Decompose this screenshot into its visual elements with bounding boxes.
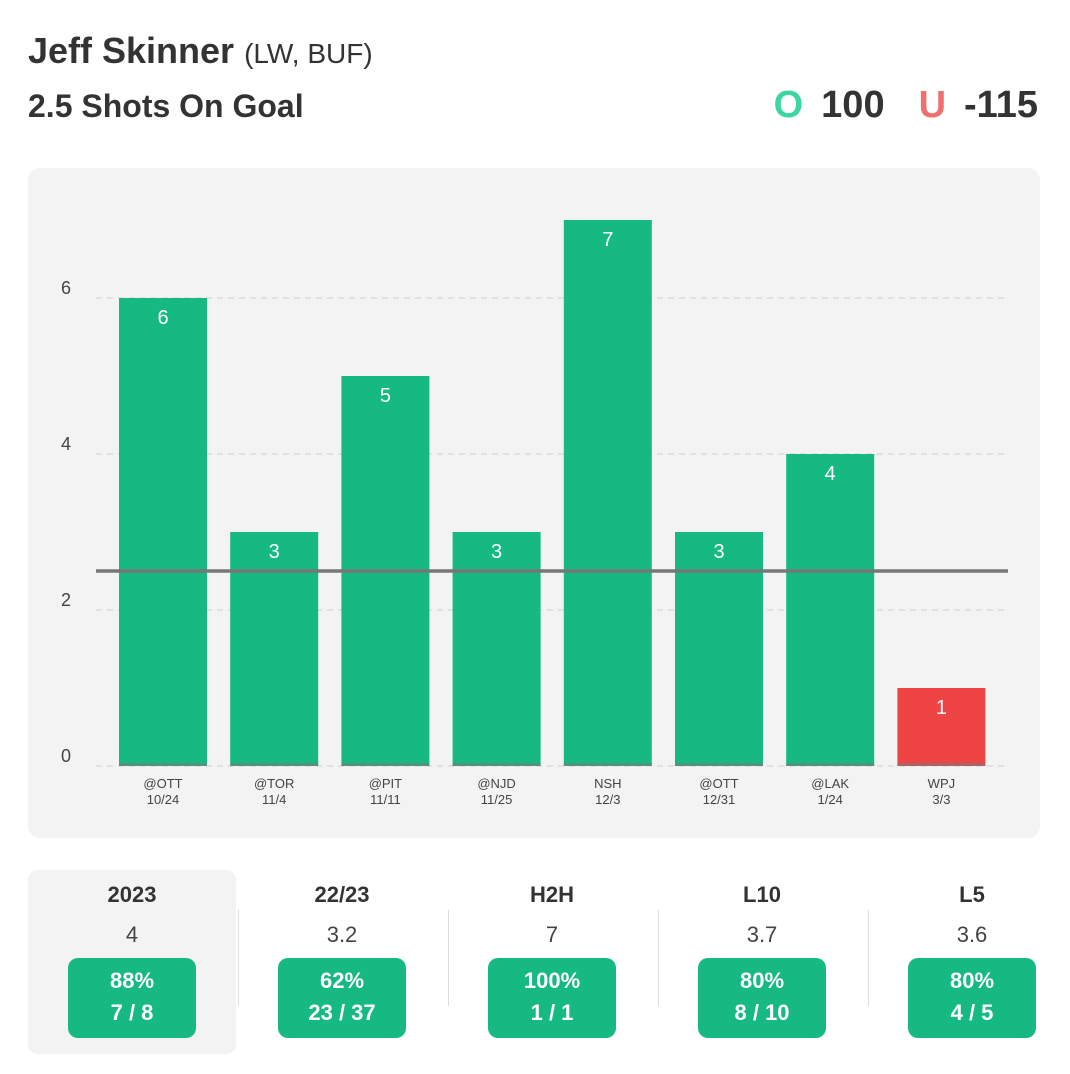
stat-average: 7 xyxy=(545,922,559,947)
y-tick-label: 0 xyxy=(61,746,71,766)
stat-divider xyxy=(448,910,449,1006)
over-odds: 100 xyxy=(821,84,885,126)
bar-baseline xyxy=(563,763,652,766)
bar-baseline xyxy=(119,763,207,766)
stat-label: 22/23 xyxy=(314,882,370,907)
bar xyxy=(675,532,763,766)
bar xyxy=(230,532,319,766)
x-tick-opponent: @TOR xyxy=(254,776,294,791)
stat-label: H2H xyxy=(529,882,574,907)
hit-rate-percent: 80% xyxy=(739,968,785,993)
bar-value-label: 3 xyxy=(713,541,724,563)
x-tick-date: 12/3 xyxy=(595,792,620,807)
bar-baseline xyxy=(786,763,875,766)
bar xyxy=(563,220,652,766)
stat-average: 3.2 xyxy=(326,922,358,947)
stat-label: L10 xyxy=(743,882,781,907)
hit-rate-badge: 100% 1 / 1 xyxy=(488,958,616,1038)
y-tick-label: 2 xyxy=(61,590,71,610)
x-tick-opponent: @PIT xyxy=(369,776,402,791)
bar-value-label: 1 xyxy=(936,697,947,719)
bar xyxy=(452,532,541,766)
bar-value-label: 7 xyxy=(602,229,613,251)
hit-rate-badge: 80% 8 / 10 xyxy=(698,958,826,1038)
stat-average: 3.7 xyxy=(746,922,778,947)
hit-rate-fraction: 1 / 1 xyxy=(530,1000,574,1025)
stat-column[interactable]: L5 3.6 80% 4 / 5 xyxy=(868,870,1070,1054)
under-odds: -115 xyxy=(964,84,1038,126)
x-tick-date: 10/24 xyxy=(147,792,180,807)
x-tick-date: 11/4 xyxy=(262,792,286,807)
bar-baseline xyxy=(897,763,986,766)
player-title: Jeff Skinner (LW, BUF) xyxy=(28,30,373,72)
hit-rate-fraction: 7 / 8 xyxy=(110,1000,154,1025)
x-tick-opponent: @OTT xyxy=(143,776,182,791)
y-tick-label: 4 xyxy=(61,434,71,454)
player-position: (LW, BUF) xyxy=(244,38,373,69)
stat-label: L5 xyxy=(959,882,985,907)
hit-rate-fraction: 4 / 5 xyxy=(950,1000,994,1025)
x-tick-opponent: WPJ xyxy=(928,776,955,791)
bar xyxy=(897,688,986,766)
hit-rate-badge: 88% 7 / 8 xyxy=(68,958,196,1038)
stat-column[interactable]: L10 3.7 80% 8 / 10 xyxy=(658,870,866,1054)
bar-baseline xyxy=(341,763,430,766)
bar-chart: 02466@OTT10/243@TOR11/45@PIT11/113@NJD11… xyxy=(61,220,1008,807)
bar xyxy=(786,454,875,766)
hit-rate-percent: 62% xyxy=(319,968,365,993)
stat-divider xyxy=(868,910,869,1006)
bar-value-label: 6 xyxy=(157,307,168,329)
x-tick-date: 12/31 xyxy=(703,792,736,807)
bar xyxy=(119,298,207,766)
hit-rate-percent: 88% xyxy=(109,968,155,993)
x-tick-date: 3/3 xyxy=(932,792,950,807)
bar-value-label: 3 xyxy=(269,541,280,563)
x-tick-date: 1/24 xyxy=(818,792,843,807)
odds-display: O 100 U -115 xyxy=(774,84,1038,127)
stat-label: 2023 xyxy=(107,882,157,907)
prop-title: 2.5 Shots On Goal xyxy=(28,88,304,124)
over-label: O xyxy=(773,84,804,126)
x-tick-opponent: @OTT xyxy=(699,776,738,791)
hit-rate-fraction: 23 / 37 xyxy=(308,1000,376,1025)
bar-baseline xyxy=(675,763,763,766)
hit-rate-badge: 62% 23 / 37 xyxy=(278,958,406,1038)
stat-average: 4 xyxy=(125,922,139,947)
bar-baseline xyxy=(230,763,319,766)
stat-column[interactable]: 2023 4 88% 7 / 8 xyxy=(28,870,236,1054)
y-tick-label: 6 xyxy=(61,278,71,298)
stat-divider xyxy=(658,910,659,1006)
stats-row: 2023 4 88% 7 / 8 22/23 3.2 62% 23 / 37 H2H 7 100% 1… xyxy=(28,870,1068,1054)
stat-column[interactable]: 22/23 3.2 62% 23 / 37 xyxy=(238,870,446,1054)
bar-value-label: 4 xyxy=(825,463,836,485)
x-tick-opponent: NSH xyxy=(594,776,621,791)
bar-value-label: 3 xyxy=(491,541,502,563)
x-tick-date: 11/25 xyxy=(481,792,513,807)
hit-rate-badge: 80% 4 / 5 xyxy=(908,958,1036,1038)
hit-rate-fraction: 8 / 10 xyxy=(734,1000,790,1025)
hit-rate-percent: 100% xyxy=(523,968,581,993)
stat-column[interactable]: H2H 7 100% 1 / 1 xyxy=(448,870,656,1054)
chart-card: 0 2 4 6 6 @OTT 10/24 3 @TOR 11/4 5 @PIT 11/11 3 @NJD 11… xyxy=(28,168,1040,838)
stat-average: 3.6 xyxy=(956,922,988,947)
bar-baseline xyxy=(452,763,541,766)
player-name: Jeff Skinner xyxy=(28,30,235,71)
x-tick-date: 11/11 xyxy=(370,792,401,807)
under-label: U xyxy=(918,84,947,126)
bar-value-label: 5 xyxy=(380,385,391,407)
hit-rate-percent: 80% xyxy=(949,968,995,993)
x-tick-opponent: @NJD xyxy=(477,776,515,791)
stat-divider xyxy=(238,910,239,1006)
x-tick-opponent: @LAK xyxy=(811,776,849,791)
